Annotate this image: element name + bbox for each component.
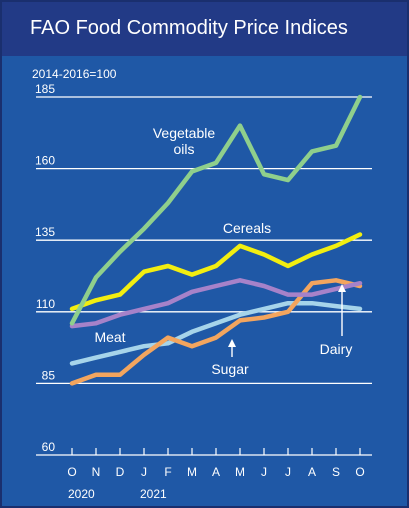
x-tick-label: S <box>332 465 340 479</box>
y-tick-label: 135 <box>35 225 55 239</box>
chart-title: FAO Food Commodity Price Indices <box>30 17 348 39</box>
series-line-dairy <box>69 278 363 386</box>
x-tick-label: F <box>164 465 171 479</box>
x-tick-label: O <box>355 465 364 479</box>
x-tick-label: A <box>212 465 220 479</box>
series-line-sugar <box>69 300 363 366</box>
series-label-dairy: Dairy <box>320 341 353 357</box>
x-tick-label: M <box>235 465 245 479</box>
series-line-vegetable-oils <box>69 94 363 326</box>
year-label: 2020 <box>68 487 95 501</box>
series-line-cereals <box>69 232 363 312</box>
x-tick-label: A <box>308 465 316 479</box>
dairy-pointer-arrow-head <box>338 284 346 292</box>
series-label-sugar: Sugar <box>211 361 249 377</box>
year-label: 2021 <box>140 487 167 501</box>
x-tick-label: N <box>92 465 101 479</box>
series-label-vegetable-oils: Vegetable oils <box>153 125 215 157</box>
title-bar: FAO Food Commodity Price Indices <box>2 2 407 56</box>
x-tick-label: J <box>285 465 291 479</box>
y-tick-label: 85 <box>42 368 56 382</box>
x-tick-label: M <box>187 465 197 479</box>
x-tick-label: O <box>67 465 76 479</box>
y-unit-label: 2014-2016=100 <box>32 67 117 81</box>
series-line-meat <box>69 278 363 329</box>
series-label-meat: Meat <box>94 329 125 345</box>
x-tick-label: J <box>261 465 267 479</box>
sugar-pointer-arrow-head <box>228 339 236 347</box>
x-tick-label: D <box>116 465 125 479</box>
y-tick-label: 60 <box>42 440 56 454</box>
y-tick-label: 110 <box>36 297 55 311</box>
x-tick-label: J <box>141 465 147 479</box>
y-tick-label: 160 <box>35 154 55 168</box>
y-tick-label: 185 <box>35 82 55 96</box>
series-label-cereals: Cereals <box>223 220 271 236</box>
